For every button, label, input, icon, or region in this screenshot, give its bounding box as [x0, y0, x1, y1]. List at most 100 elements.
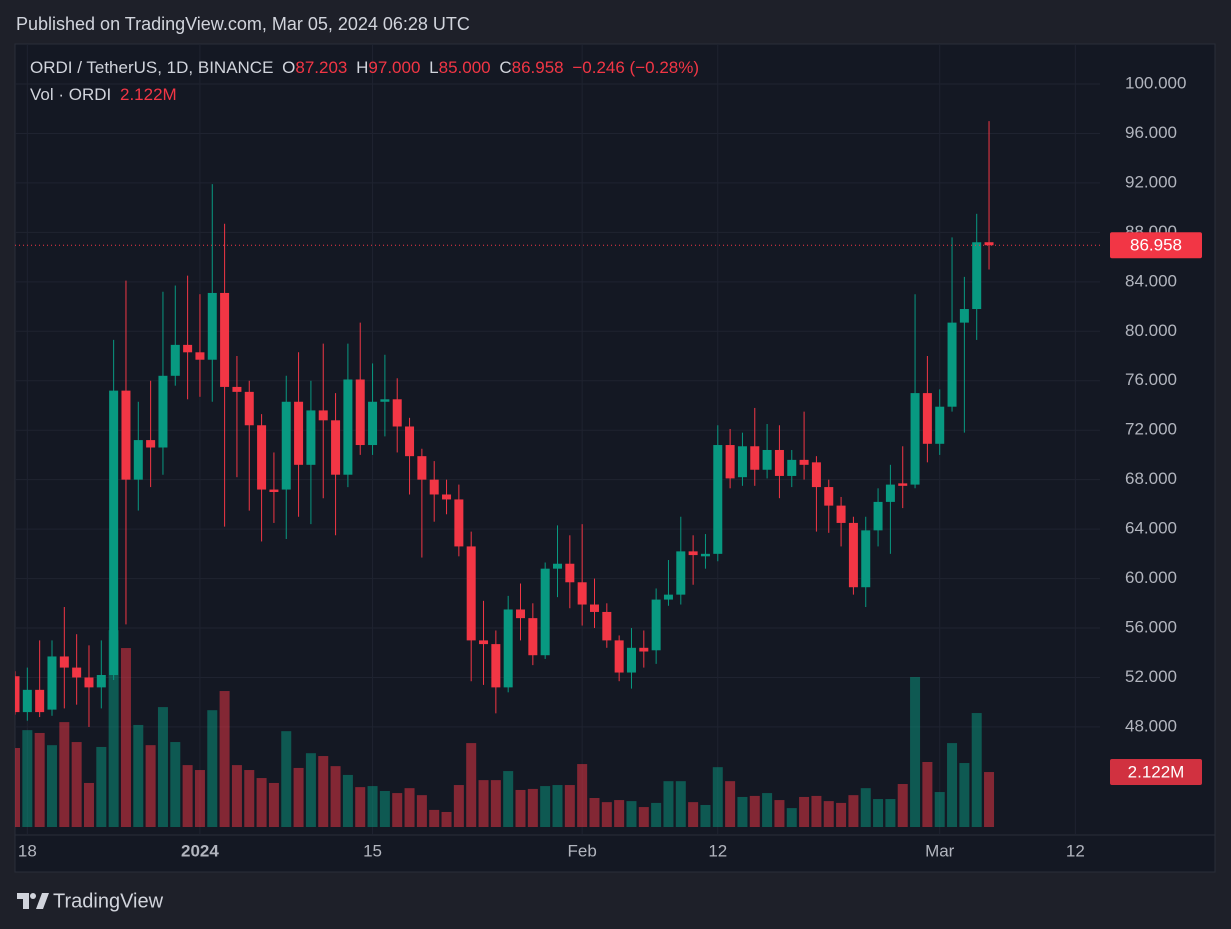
- y-tick-label: 60.000: [1125, 568, 1177, 587]
- volume-bar: [737, 796, 748, 827]
- volume-bar: [46, 745, 57, 827]
- candle-body: [700, 553, 710, 557]
- volume-bar: [466, 743, 477, 827]
- volume-bar: [712, 767, 723, 827]
- y-tick-label: 48.000: [1125, 716, 1177, 735]
- volume-bar: [404, 788, 415, 827]
- candle-body: [318, 410, 328, 421]
- axes: 48.000 52.000 56.000 60.000 64.000 68.000 72.0…: [18, 73, 1202, 860]
- candle-body: [109, 390, 119, 676]
- candle-body: [405, 426, 415, 457]
- volume-bar: [774, 800, 785, 827]
- candle-body: [565, 563, 575, 583]
- volume-bar: [934, 792, 945, 827]
- candle-body: [294, 401, 304, 465]
- candle-body: [479, 640, 489, 645]
- volume-bar: [392, 793, 403, 827]
- volume-bar: [626, 801, 637, 827]
- candle-body: [836, 505, 846, 523]
- candle-body: [972, 242, 982, 310]
- y-tick-label: 80.000: [1125, 321, 1177, 340]
- volume-bar: [96, 746, 107, 827]
- candle-body: [614, 640, 624, 673]
- legend-open: 87.203: [295, 58, 347, 77]
- grid: [15, 44, 1100, 835]
- volume-pane: [15, 630, 995, 827]
- candle-body: [516, 609, 526, 619]
- x-tick-label: 12: [708, 841, 727, 860]
- y-tick-label: 64.000: [1125, 519, 1177, 538]
- volume-bar: [527, 788, 538, 827]
- candle-body: [935, 406, 945, 444]
- x-tick-label: Mar: [925, 841, 955, 860]
- y-tick-label: 52.000: [1125, 667, 1177, 686]
- candle-body: [688, 551, 698, 556]
- volume-legend-name: Vol · ORDI: [30, 85, 111, 104]
- candle-body: [553, 563, 562, 569]
- volume-bar: [182, 765, 193, 827]
- candle-body: [503, 609, 513, 688]
- candle-body: [269, 489, 279, 493]
- volume-bar: [540, 786, 551, 827]
- x-tick-label: 18: [18, 841, 37, 860]
- last-price-box: [1110, 232, 1202, 259]
- candle-body: [947, 322, 957, 407]
- volume-bar: [71, 742, 82, 827]
- candle-body: [824, 487, 834, 506]
- legend-symbol: ORDI / TetherUS, 1D, BINANCE: [30, 58, 273, 77]
- volume-bar: [429, 809, 440, 827]
- candle-body: [22, 689, 32, 713]
- legend-low: 85.000: [439, 58, 491, 77]
- volume-bar: [478, 780, 489, 827]
- volume-bar: [133, 724, 144, 827]
- candle-body: [72, 667, 82, 678]
- footer: TradingView: [53, 890, 164, 912]
- volume-bar: [749, 795, 760, 827]
- price-pane: [15, 121, 1100, 727]
- candle-body: [35, 689, 45, 713]
- candle-body: [528, 618, 538, 656]
- volume-bar: [22, 730, 33, 827]
- volume-bar: [170, 742, 181, 827]
- volume-bar: [836, 802, 847, 827]
- volume-bar: [700, 804, 711, 827]
- candle-body: [195, 352, 205, 360]
- candle-body: [84, 677, 94, 688]
- volume-legend-value: 2.122M: [120, 85, 177, 104]
- chart-panel: [14, 43, 1216, 873]
- candle-body: [244, 391, 254, 426]
- candle-body: [861, 530, 871, 588]
- volume-bar: [441, 811, 452, 827]
- candle-body: [47, 656, 57, 710]
- volume-bar: [823, 801, 834, 827]
- candle-body: [442, 494, 452, 500]
- x-tick-label: 12: [1066, 841, 1085, 860]
- volume-bar: [589, 797, 600, 827]
- volume-bar: [318, 756, 329, 827]
- legend-l: L: [429, 58, 438, 77]
- volume-bar: [219, 691, 230, 827]
- last-volume-box: [1110, 759, 1202, 786]
- volume-bar: [897, 784, 908, 827]
- volume-bar: [762, 793, 773, 827]
- candle-body: [725, 445, 735, 479]
- volume-bar: [947, 743, 958, 827]
- volume-bar: [83, 782, 94, 827]
- volume-bar: [614, 800, 625, 827]
- volume-legend: Vol · ORDI 2.122M: [30, 85, 177, 104]
- volume-bar: [379, 790, 390, 827]
- candle-body: [355, 379, 365, 446]
- candle-body: [984, 242, 994, 246]
- volume-bar: [601, 802, 612, 827]
- candle-body: [910, 393, 920, 485]
- candle-body: [885, 484, 895, 502]
- volume-bar: [503, 771, 514, 827]
- volume-bar: [281, 731, 292, 827]
- candle-body: [898, 483, 908, 486]
- x-tick-label: 15: [363, 841, 382, 860]
- volume-bar: [663, 781, 674, 827]
- candle-body: [762, 449, 772, 470]
- candle-body: [540, 568, 550, 656]
- volume-bar: [120, 648, 131, 827]
